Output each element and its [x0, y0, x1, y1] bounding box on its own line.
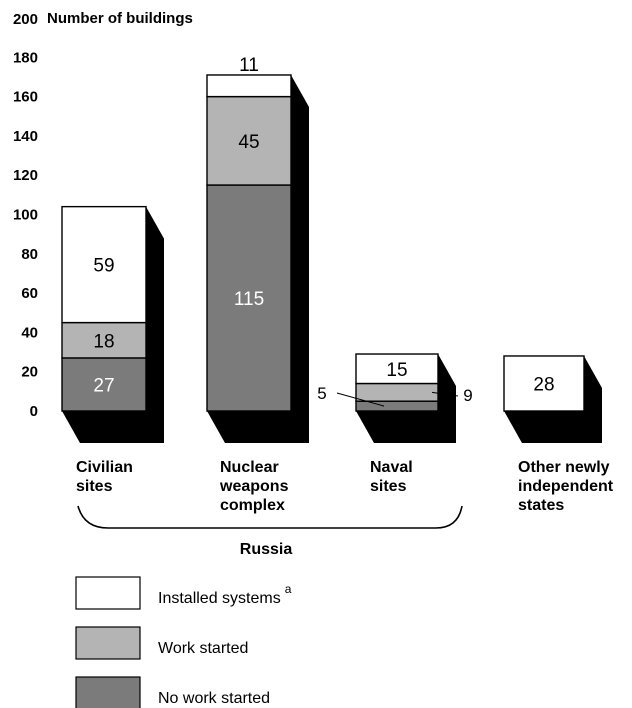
group-label-russia: Russia [240, 541, 293, 558]
category-label: independent [518, 478, 614, 495]
bar-shadows [62, 74, 602, 444]
legend-superscript: a [285, 582, 292, 596]
value-label: 28 [533, 374, 554, 395]
bar-shadow [62, 206, 164, 443]
category-label: states [518, 497, 564, 514]
callout-line [336, 392, 385, 407]
category-label: Other newly [518, 459, 610, 476]
bar-shadow [356, 354, 456, 443]
y-tick-label: 0 [30, 403, 38, 420]
y-tick-label: 60 [21, 285, 38, 302]
bar-segment-installed-systems [206, 74, 292, 98]
value-label: 45 [238, 132, 259, 153]
y-tick-label: 20 [21, 364, 38, 381]
bar-segment-work-started [355, 382, 439, 402]
category-label: Naval [370, 459, 413, 476]
y-tick-label: 80 [21, 246, 38, 263]
y-tick-label: 180 [13, 49, 38, 66]
category-label: Civilian [76, 459, 133, 476]
y-tick-label: 140 [13, 128, 38, 145]
value-label: 18 [93, 331, 114, 352]
legend-swatch [75, 576, 141, 610]
category-labels: Civilian sites Nuclear weapons complex Naval s… [76, 459, 614, 514]
category-label: Nuclear [220, 459, 279, 476]
bar-segment-installed-systems [503, 355, 585, 412]
y-tick-label: 160 [13, 89, 38, 106]
category-label: sites [370, 478, 407, 495]
value-label: 27 [93, 375, 114, 396]
bar-shadow [504, 355, 602, 443]
y-tick-label: 40 [21, 324, 38, 341]
value-label: 115 [234, 289, 264, 310]
y-axis-ticks: 0 20 40 60 80 100 120 140 160 180 200 [13, 11, 38, 420]
legend: Installed systems a Work started No work st… [75, 576, 292, 708]
value-label: 11 [239, 55, 259, 76]
bar-shadow [207, 74, 309, 444]
value-labels: 27 18 59 115 45 11 15 28 [93, 55, 554, 396]
legend-swatch [75, 626, 141, 660]
legend-label: Installed systems [158, 590, 281, 607]
callout-label: 9 [463, 386, 472, 405]
y-tick-label: 100 [13, 207, 38, 224]
y-tick-label: 120 [13, 167, 38, 184]
bars [61, 74, 585, 412]
category-label: sites [76, 478, 113, 495]
bar-segment-no-work-started [355, 400, 439, 412]
y-axis-label: Number of buildings [47, 10, 193, 27]
value-label: 59 [93, 256, 114, 277]
legend-label: No work started [158, 690, 270, 707]
category-label: complex [220, 497, 285, 514]
y-tick-label: 200 [13, 11, 38, 28]
bar-segment-work-started [206, 95, 292, 186]
russia-brace [77, 505, 463, 529]
bar-segment-installed-systems [61, 205, 147, 324]
category-label: weapons [219, 478, 289, 495]
callout-label: 5 [317, 384, 326, 403]
bar-segment-installed-systems [355, 353, 439, 385]
bar-segment-no-work-started [206, 184, 292, 412]
value-label: 15 [386, 360, 407, 381]
callout-line [431, 391, 459, 397]
legend-label: Work started [158, 640, 248, 657]
bar-segment-no-work-started [61, 357, 147, 412]
legend-swatch [75, 676, 141, 708]
